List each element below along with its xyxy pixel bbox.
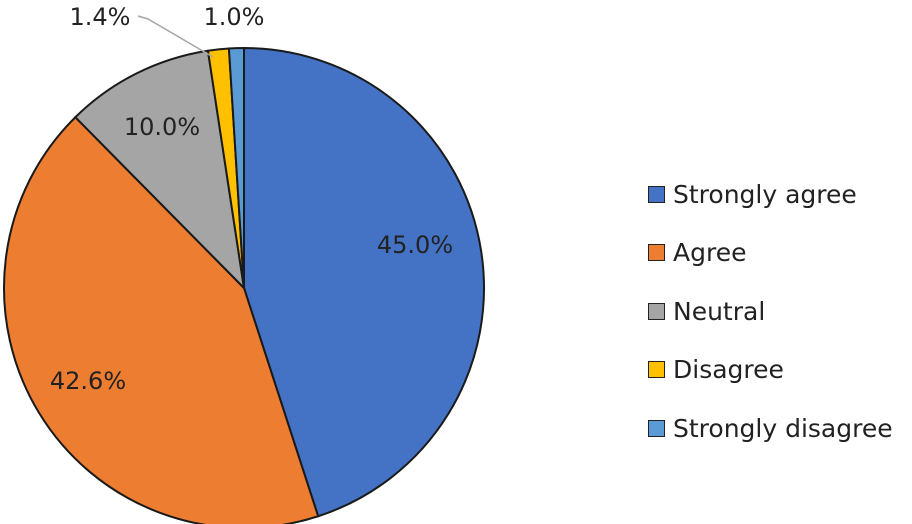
legend-swatch [648, 244, 665, 262]
legend-item-agree: Agree [648, 224, 893, 283]
data-label-strongly-agree: 45.0% [377, 231, 453, 259]
data-label-strongly-disagree: 1.0% [204, 3, 265, 31]
legend-swatch [648, 361, 665, 379]
legend-label: Strongly agree [673, 179, 857, 209]
legend-label: Agree [673, 238, 747, 268]
legend-label: Disagree [673, 355, 784, 385]
data-label-disagree: 1.4% [70, 3, 131, 31]
legend-item-strongly-agree: Strongly agree [648, 165, 893, 224]
legend-item-strongly-disagree: Strongly disagree [648, 399, 893, 458]
slice-agree [3, 115, 320, 524]
legend-item-neutral: Neutral [648, 282, 893, 341]
leader-line-disagree [137, 15, 214, 58]
pie-labels: 45.0% 42.6% 10.0% 1.4% 1.0% [50, 3, 453, 395]
legend-item-disagree: Disagree [648, 341, 893, 400]
chart-legend: Strongly agree Agree Neutral Disagree Strong… [648, 165, 893, 458]
slice-strongly-agree [243, 46, 485, 518]
slice-neutral [73, 49, 246, 291]
legend-swatch [648, 419, 665, 437]
legend-swatch [648, 185, 665, 203]
data-label-neutral: 10.0% [124, 113, 200, 141]
legend-label: Neutral [673, 296, 766, 326]
slice-strongly-disagree [227, 46, 245, 289]
legend-swatch [648, 302, 665, 320]
data-label-agree: 42.6% [50, 367, 126, 395]
pie-slices [3, 46, 485, 524]
legend-label: Strongly disagree [673, 413, 893, 443]
